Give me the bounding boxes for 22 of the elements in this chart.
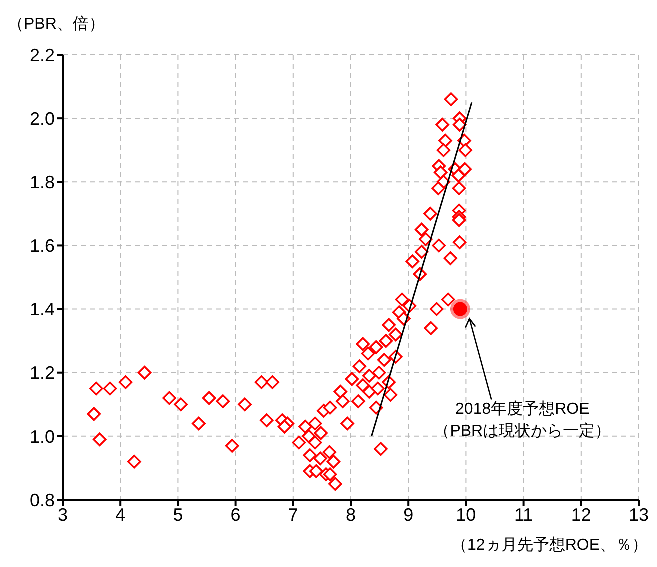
y-tick-label: 1.2 bbox=[30, 363, 55, 384]
y-tick-label: 0.8 bbox=[30, 490, 55, 510]
x-tick-label: 12 bbox=[571, 504, 592, 525]
x-tick-label: 3 bbox=[58, 504, 68, 525]
y-tick-label: 1.0 bbox=[30, 426, 55, 447]
x-tick-label: 7 bbox=[288, 504, 298, 525]
x-tick-label: 8 bbox=[346, 504, 356, 525]
x-tick-label: 9 bbox=[404, 504, 414, 525]
y-tick-label: 1.6 bbox=[30, 236, 55, 256]
x-axis-title: （12ヵ月先予想ROE、％） bbox=[452, 536, 648, 556]
x-tick-label: 5 bbox=[173, 504, 184, 525]
x-tick-label: 6 bbox=[230, 504, 241, 525]
y-tick-label: 1.4 bbox=[30, 300, 55, 320]
x-tick-label: 13 bbox=[628, 504, 650, 525]
y-tick-label: 2.0 bbox=[30, 108, 55, 129]
x-tick-label: 4 bbox=[116, 504, 126, 525]
x-tick-label: 10 bbox=[456, 504, 476, 525]
y-tick-label: 1.8 bbox=[30, 172, 55, 193]
annotation: 2018年度予想ROE （PBRは現状から一定） bbox=[434, 400, 612, 440]
x-tick-label: 11 bbox=[514, 504, 534, 525]
y-axis-title: （PBR、倍） bbox=[8, 14, 105, 35]
y-tick-label: 2.2 bbox=[30, 45, 55, 66]
